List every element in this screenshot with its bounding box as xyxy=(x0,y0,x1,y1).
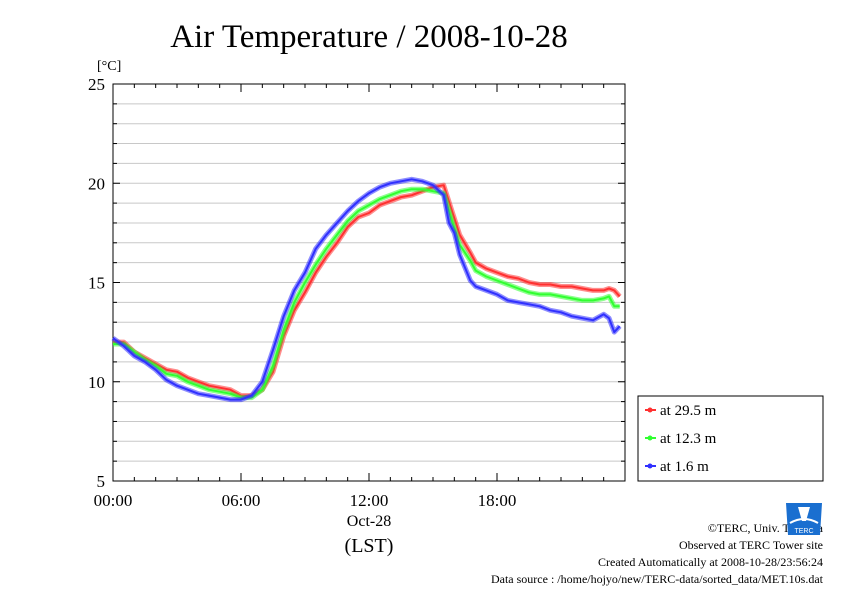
series-line-halo-at-29-5-m xyxy=(113,182,622,399)
legend-marker xyxy=(647,435,653,441)
y-tick-label: 15 xyxy=(88,274,105,293)
x-tick-label: 18:00 xyxy=(478,491,517,510)
legend-label: at 29.5 m xyxy=(660,403,717,419)
legend: at 29.5 m at 12.3 m at 1.6 m xyxy=(637,395,824,482)
legend-label: at 1.6 m xyxy=(660,459,709,475)
legend-box xyxy=(637,395,824,482)
x-axis: 00:00 06:00 12:00 18:00 xyxy=(94,84,626,510)
y-axis-label: [°C] xyxy=(97,59,121,74)
x-tick-label: 00:00 xyxy=(94,491,133,510)
y-tick-label: 20 xyxy=(88,174,105,193)
series-lines xyxy=(111,176,622,403)
x-axis-date-label: Oct-28 xyxy=(347,513,391,530)
x-axis-label: (LST) xyxy=(345,535,394,557)
legend-marker xyxy=(647,407,653,413)
y-tick-label: 10 xyxy=(88,373,105,392)
created-text: Created Automatically at 2008-10-28/23:5… xyxy=(598,555,823,569)
site-text: Observed at TERC Tower site xyxy=(678,538,823,552)
chart-title: Air Temperature / 2008-10-28 xyxy=(170,19,568,55)
legend-marker xyxy=(647,463,653,469)
series-line-at-1-6-m xyxy=(112,178,621,401)
series-line-at-29-5-m xyxy=(113,184,621,397)
x-tick-label: 06:00 xyxy=(222,491,261,510)
y-tick-label: 25 xyxy=(88,75,105,94)
terc-logo: TERC xyxy=(786,503,822,535)
source-text: Data source : /home/hojyo/new/TERC-data/… xyxy=(490,572,823,586)
series-line-at-12-3-m xyxy=(113,188,620,399)
y-axis: 5 10 15 20 25 xyxy=(88,75,625,491)
y-tick-label: 5 xyxy=(97,472,106,491)
x-tick-label: 12:00 xyxy=(350,491,389,510)
logo-text: TERC xyxy=(794,528,813,535)
legend-label: at 12.3 m xyxy=(660,431,717,447)
